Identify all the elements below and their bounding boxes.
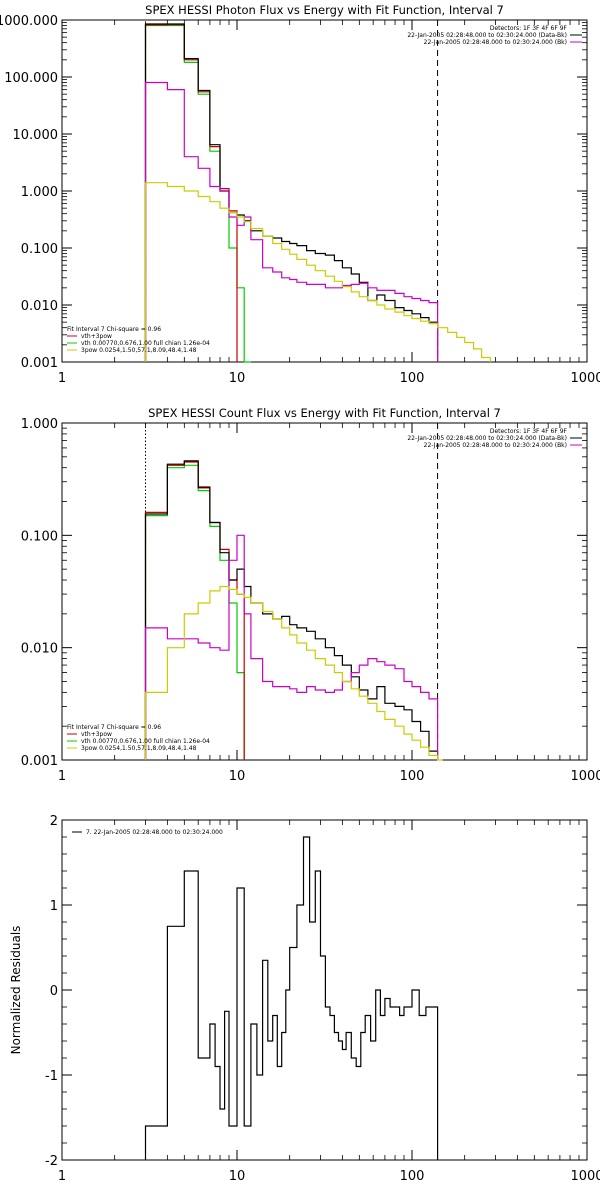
x-tick-label: 100 — [400, 769, 425, 784]
y-tick-label: 0.100 — [21, 529, 58, 544]
x-tick-label: 10 — [229, 1169, 246, 1184]
y-tick-label: 2 — [50, 814, 58, 829]
y-tick-label: -1 — [45, 1069, 58, 1084]
legend-entry: vth 0.00770,0.676,1.00 full chian 1.26e-… — [81, 738, 210, 745]
y-tick-label: 0.001 — [21, 754, 58, 769]
plot-frame — [61, 19, 588, 363]
series-line-5 — [144, 585, 443, 761]
series-line-3 — [144, 460, 439, 760]
x-tick-label: 100 — [400, 371, 425, 386]
y-tick-label: 0.001 — [21, 356, 58, 371]
y-tick-label: 100.000 — [4, 71, 58, 86]
series-line-1 — [144, 836, 439, 1160]
x-tick-label: 1000 — [570, 371, 600, 386]
x-tick-label: 1 — [58, 769, 66, 784]
plot-frame — [61, 819, 588, 1161]
x-tick-label: 10 — [229, 371, 246, 386]
series-line-3 — [144, 23, 439, 362]
chart-title: SPEX HESSI Count Flux vs Energy with Fit… — [148, 406, 501, 420]
chart-panel-1: SPEX HESSI Photon Flux vs Energy with Fi… — [0, 3, 600, 386]
x-tick-label: 1 — [58, 1169, 66, 1184]
y-tick-label: 0.010 — [21, 299, 58, 314]
legend-entry: Fit Interval 7 Chi-square = 0.96 — [67, 724, 161, 731]
legend-entry: vth+3pow — [81, 333, 112, 340]
legend-entry: 7. 22-Jan-2005 02:28:48.000 to 02:30:24.… — [86, 829, 223, 836]
plot-frame — [61, 422, 588, 761]
y-tick-label: 0.100 — [21, 242, 58, 257]
chart-panel-3: Normalized Residuals 1 10 100 1000 -2 -1 0 1 2 7. … — [9, 814, 600, 1184]
info-line: Detectors: 1F 3F 4F 6F 9F — [490, 25, 568, 32]
chart-panel-2: SPEX HESSI Count Flux vs Energy with Fit… — [21, 406, 600, 784]
y-tick-label: -2 — [45, 1154, 58, 1169]
legend-entry: 3pow 0.0254,1.50,57.1,8.09,48.4,1.48 — [81, 347, 197, 354]
info-line: 22-Jan-2005 02:28:48.000 to 02:30:24.000… — [424, 39, 567, 46]
y-tick-label: 1000.000 — [0, 14, 58, 29]
series-line-2 — [144, 24, 238, 362]
legend-entry: vth+3pow — [81, 731, 112, 738]
info-line: 22-Jan-2005 02:28:48.000 to 02:30:24.000… — [424, 442, 567, 449]
y-axis-title: Normalized Residuals — [9, 926, 23, 1055]
legend-entry: vth 0.00770,0.676,1.00 full chian 1.26e-… — [81, 340, 210, 347]
y-tick-label: 10.000 — [13, 128, 59, 143]
legend-entry: 3pow 0.0254,1.50,57.1,8.09,48.4,1.48 — [81, 745, 197, 752]
y-tick-label: 1.000 — [21, 185, 58, 200]
series-line-4 — [144, 534, 439, 760]
y-tick-label: 0 — [50, 984, 58, 999]
info-line: 22-Jan-2005 02:28:48.000 to 02:30:24.000… — [407, 32, 567, 39]
x-tick-label: 100 — [400, 1169, 425, 1184]
series-line-5 — [144, 182, 491, 362]
x-tick-label: 10 — [229, 769, 246, 784]
y-tick-label: 0.010 — [21, 642, 58, 657]
legend-entry: Fit Interval 7 Chi-square = 0.96 — [67, 326, 161, 333]
chart-title: SPEX HESSI Photon Flux vs Energy with Fi… — [145, 3, 504, 17]
x-tick-label: 1000 — [570, 1169, 600, 1184]
series-line-1 — [144, 24, 251, 363]
y-tick-label: 1.000 — [21, 417, 58, 432]
series-line-4 — [144, 81, 439, 362]
info-line: 22-Jan-2005 02:28:48.000 to 02:30:24.000… — [407, 435, 567, 442]
info-line: Detectors: 1F 3F 4F 6F 9F — [490, 428, 568, 435]
x-tick-label: 1000 — [570, 769, 600, 784]
x-tick-label: 1 — [58, 371, 66, 386]
y-tick-label: 1 — [50, 899, 58, 914]
